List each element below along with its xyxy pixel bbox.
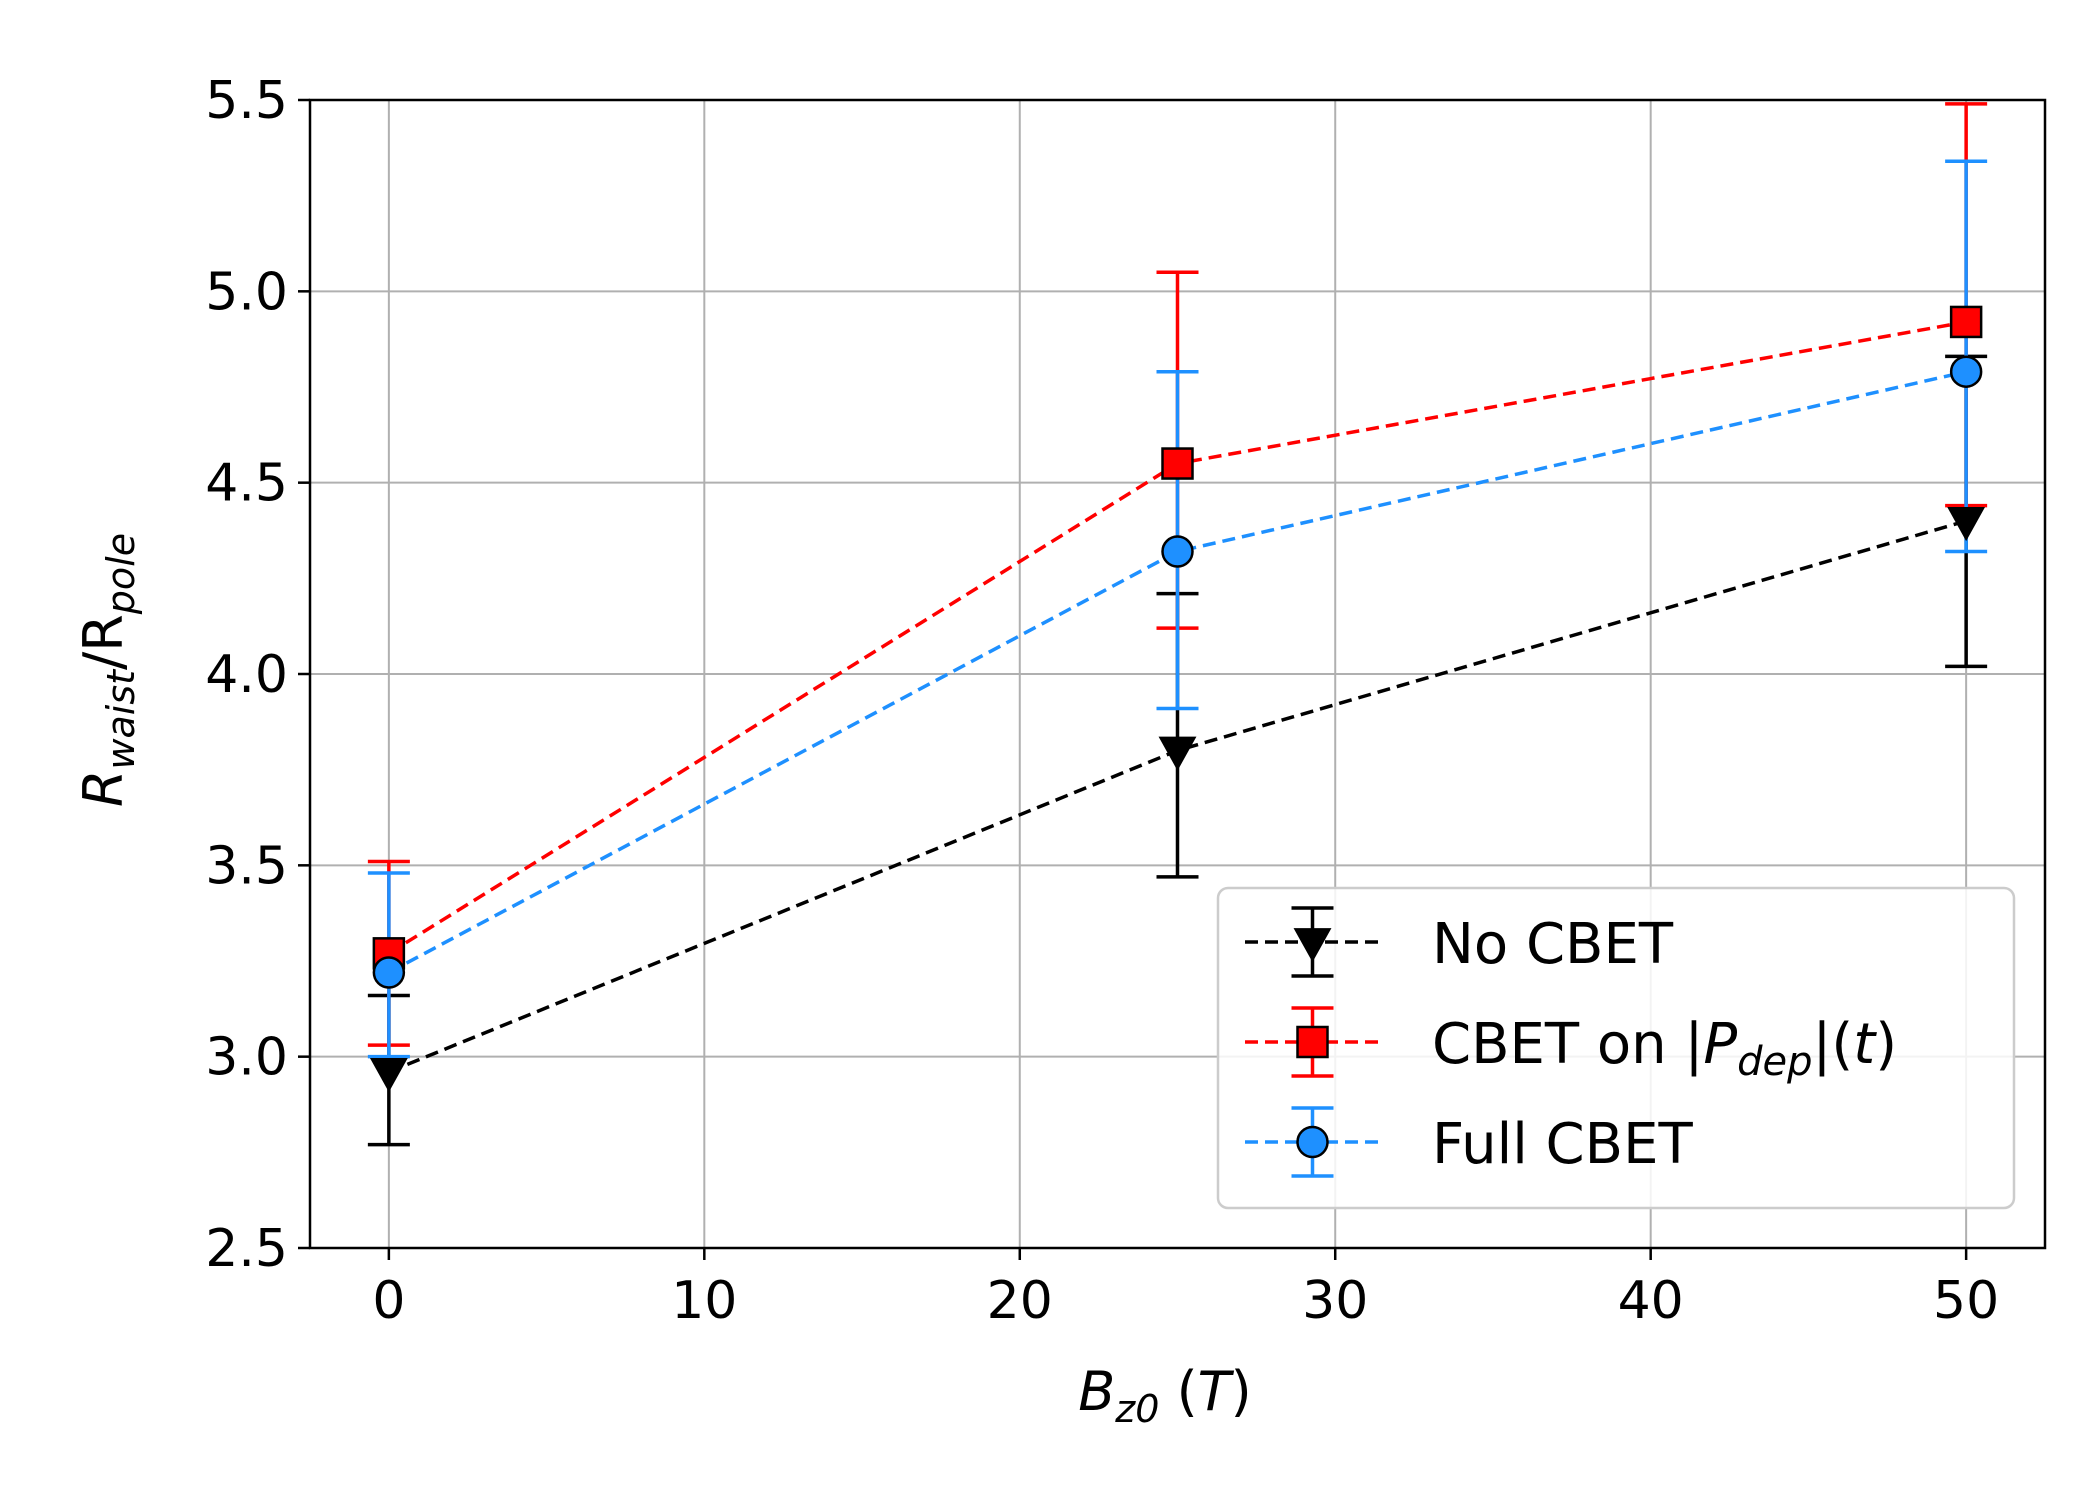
legend-entry-no-cbet: No CBET bbox=[1245, 906, 1674, 978]
ticks: 0 10 20 30 40 50 2.5 3.0 3.5 4.0 4.5 5.0 5.5 bbox=[205, 71, 1999, 1331]
x-tick-label: 50 bbox=[1933, 1271, 1999, 1331]
y-tick-label: 5.0 bbox=[205, 262, 288, 322]
x-tick-label: 10 bbox=[671, 1271, 737, 1331]
legend-swatch-no-cbet bbox=[1245, 906, 1380, 978]
data-point-cbet-pdep bbox=[1949, 305, 1983, 339]
y-tick-label: 4.0 bbox=[205, 645, 288, 705]
markers-no-cbet bbox=[369, 506, 1986, 1093]
y-tick-label: 5.5 bbox=[205, 71, 288, 131]
data-point-no-cbet bbox=[1158, 736, 1197, 771]
legend-marker bbox=[1296, 1125, 1329, 1159]
legend-label-no-cbet: No CBET bbox=[1432, 912, 1674, 977]
data-point-full-cbet bbox=[1949, 355, 1983, 388]
legend: No CBET CBET on |Pdep|(t) Full CBET bbox=[1216, 886, 2016, 1210]
x-tick-label: 40 bbox=[1618, 1271, 1684, 1331]
legend-entry-cbet-on-pdep: CBET on |Pdep|(t) bbox=[1245, 1006, 1897, 1085]
x-axis-label: Bz0 (T) bbox=[1078, 1360, 1251, 1431]
y-tick-label: 3.0 bbox=[205, 1028, 288, 1088]
data-point-full-cbet bbox=[372, 956, 406, 989]
legend-box bbox=[1216, 886, 2016, 1210]
markers-cbet-pdep bbox=[372, 305, 1983, 970]
data-point-cbet-pdep bbox=[1161, 447, 1194, 480]
y-tick-label: 2.5 bbox=[205, 1219, 288, 1279]
legend-swatch-full-cbet bbox=[1245, 1106, 1380, 1178]
series-layer bbox=[367, 102, 1988, 1147]
data-point-no-cbet bbox=[1947, 506, 1986, 542]
legend-entry-full-cbet: Full CBET bbox=[1245, 1106, 1693, 1178]
legend-swatch-cbet-pdep bbox=[1245, 1006, 1380, 1078]
legend-marker bbox=[1296, 1025, 1329, 1059]
legend-label-full-cbet: Full CBET bbox=[1432, 1112, 1693, 1177]
data-point-no-cbet bbox=[369, 1058, 408, 1093]
x-tick-label: 30 bbox=[1302, 1271, 1368, 1331]
y-tick-label: 4.5 bbox=[205, 454, 288, 514]
y-tick-label: 3.5 bbox=[205, 836, 288, 896]
markers-full-cbet bbox=[372, 355, 1983, 989]
y-axis-label: Rwaist/Rpole bbox=[72, 533, 143, 807]
x-tick-label: 0 bbox=[372, 1271, 405, 1331]
legend-marker bbox=[1293, 928, 1332, 963]
legend-label-cbet-on-pdep: CBET on |Pdep|(t) bbox=[1432, 1012, 1897, 1085]
data-point-full-cbet bbox=[1161, 535, 1194, 568]
x-tick-label: 20 bbox=[987, 1271, 1053, 1331]
